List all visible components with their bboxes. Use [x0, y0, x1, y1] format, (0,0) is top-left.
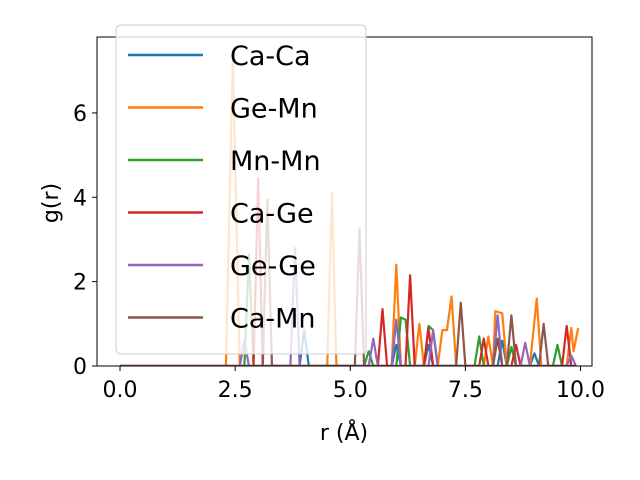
x-tick-label: 2.5	[218, 378, 253, 403]
legend-label-ge-mn: Ge-Mn	[230, 94, 318, 125]
series-line-ca-ge	[120, 177, 573, 366]
legend-label-mn-mn: Mn-Mn	[230, 146, 321, 177]
x-axis: 0.0 2.5 5.0 7.5 10.0	[103, 366, 605, 403]
series-line-ge-ge	[120, 246, 577, 366]
x-tick-label: 5.0	[333, 378, 368, 403]
legend: Ca-Ca Ge-Mn Mn-Mn Ca-Ge Ge-Ge Ca-Mn	[115, 24, 367, 355]
legend-label-ge-ge: Ge-Ge	[230, 251, 316, 282]
y-axis-label: g(r)	[39, 183, 64, 223]
legend-label-ca-mn: Ca-Mn	[230, 304, 316, 335]
y-axis: 0 2 4 6	[73, 102, 97, 380]
y-tick-label: 6	[73, 102, 87, 127]
y-tick-label: 4	[73, 186, 87, 211]
y-tick-label: 2	[73, 271, 87, 296]
y-tick-label: 0	[73, 355, 87, 380]
x-tick-label: 7.5	[448, 378, 483, 403]
x-tick-label: 0.0	[103, 378, 138, 403]
legend-label-ca-ca: Ca-Ca	[230, 41, 311, 72]
series-line-mn-mn	[120, 253, 576, 366]
x-axis-label: r (Å)	[320, 419, 368, 446]
legend-label-ca-ge: Ca-Ge	[230, 199, 314, 230]
x-tick-label: 10.0	[556, 378, 605, 403]
